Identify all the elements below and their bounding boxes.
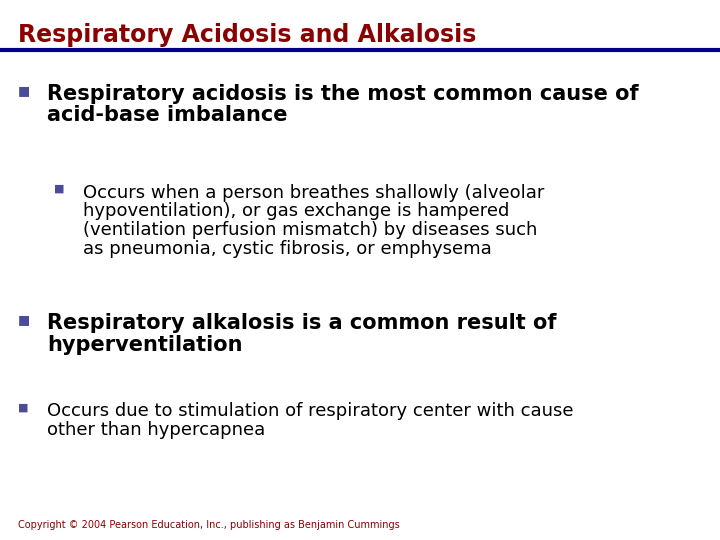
Text: ■: ■ (54, 184, 65, 194)
Text: ■: ■ (18, 313, 30, 326)
Text: (ventilation perfusion mismatch) by diseases such: (ventilation perfusion mismatch) by dise… (83, 221, 537, 239)
Text: Respiratory alkalosis is a common result of: Respiratory alkalosis is a common result… (47, 313, 557, 333)
Text: ■: ■ (18, 84, 30, 97)
Text: as pneumonia, cystic fibrosis, or emphysema: as pneumonia, cystic fibrosis, or emphys… (83, 240, 492, 258)
Text: hyperventilation: hyperventilation (47, 335, 243, 355)
Text: hypoventilation), or gas exchange is hampered: hypoventilation), or gas exchange is ham… (83, 202, 509, 220)
Text: Respiratory acidosis is the most common cause of: Respiratory acidosis is the most common … (47, 84, 639, 104)
Text: Occurs when a person breathes shallowly (alveolar: Occurs when a person breathes shallowly … (83, 184, 544, 201)
Text: acid-base imbalance: acid-base imbalance (47, 105, 287, 125)
Text: ■: ■ (18, 402, 29, 413)
Text: Occurs due to stimulation of respiratory center with cause: Occurs due to stimulation of respiratory… (47, 402, 573, 420)
Text: other than hypercapnea: other than hypercapnea (47, 421, 265, 439)
Text: Copyright © 2004 Pearson Education, Inc., publishing as Benjamin Cummings: Copyright © 2004 Pearson Education, Inc.… (18, 520, 400, 530)
Text: Respiratory Acidosis and Alkalosis: Respiratory Acidosis and Alkalosis (18, 23, 477, 46)
